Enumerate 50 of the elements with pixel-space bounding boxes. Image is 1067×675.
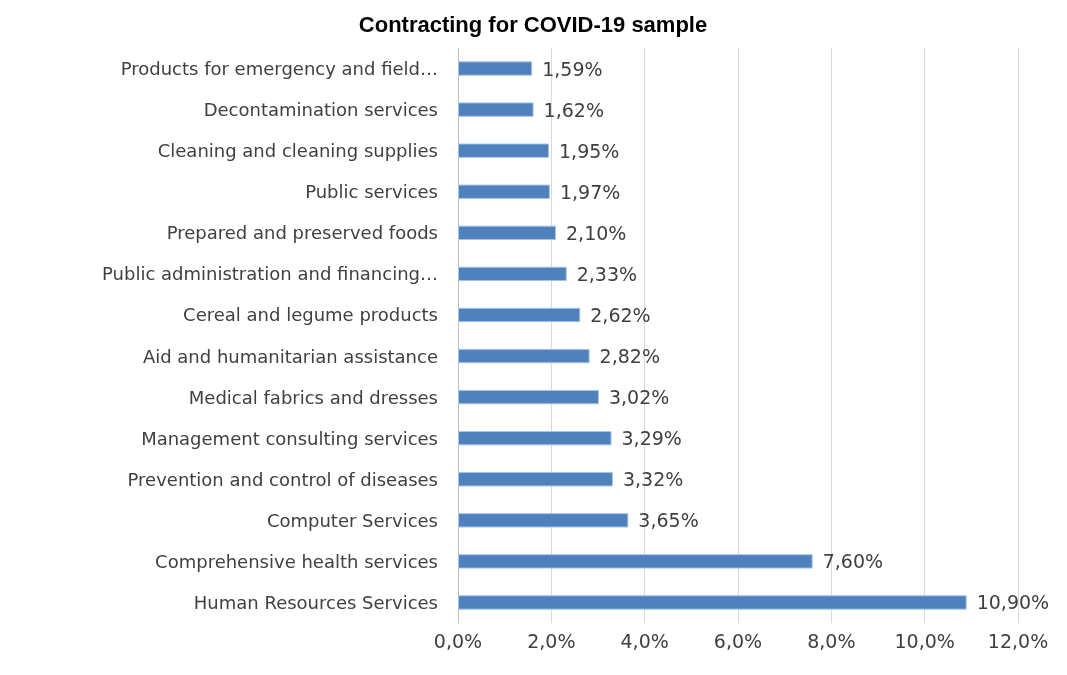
data-label: 2,33% bbox=[576, 262, 638, 285]
y-tick-label: Cereal and legume products bbox=[183, 304, 438, 326]
bar bbox=[458, 307, 581, 323]
data-label: 3,02% bbox=[608, 386, 670, 409]
bar bbox=[458, 102, 534, 117]
chart-title: Contracting for COVID-19 sample bbox=[358, 11, 708, 37]
x-tick-label: 4,0% bbox=[620, 629, 669, 652]
bar bbox=[458, 143, 549, 158]
x-tick-label: 0,0% bbox=[433, 629, 483, 652]
data-label: 1,62% bbox=[543, 98, 604, 121]
bar bbox=[458, 348, 590, 364]
data-label: 3,32% bbox=[622, 468, 684, 491]
data-label: 7,60% bbox=[822, 550, 884, 573]
bar bbox=[458, 513, 629, 528]
data-label: 3,29% bbox=[621, 427, 682, 450]
y-tick-label: Computer Services bbox=[266, 509, 438, 531]
bar bbox=[458, 389, 599, 405]
data-label: 1,95% bbox=[559, 139, 620, 162]
y-tick-label: Decontamination services bbox=[203, 99, 438, 121]
y-tick-label: Aid and humanitarian assistance bbox=[142, 345, 438, 367]
data-label: 1,97% bbox=[559, 180, 621, 203]
x-tick-label: 2,0% bbox=[527, 629, 576, 652]
data-label: 3,65% bbox=[638, 509, 699, 532]
x-tick-label: 10,0% bbox=[894, 629, 955, 652]
y-tick-label: Human Resources Services bbox=[193, 591, 438, 613]
bar bbox=[458, 554, 813, 569]
data-label: 10,90% bbox=[976, 591, 1050, 614]
y-tick-label: Management consulting services bbox=[141, 427, 438, 449]
data-label: 2,82% bbox=[599, 345, 660, 368]
bar bbox=[458, 472, 613, 487]
x-tick-label: 12,0% bbox=[987, 629, 1049, 652]
bar bbox=[458, 184, 550, 199]
data-label: 2,10% bbox=[566, 221, 627, 244]
data-label: 1,59% bbox=[542, 57, 603, 80]
bar bbox=[458, 61, 533, 76]
bar bbox=[458, 430, 612, 446]
y-tick-label: Public administration and financing… bbox=[102, 263, 438, 285]
y-tick-label: Comprehensive health services bbox=[155, 550, 438, 572]
y-tick-label: Cleaning and cleaning supplies bbox=[157, 140, 438, 162]
bar bbox=[458, 225, 556, 241]
y-tick-label: Products for emergency and field… bbox=[120, 58, 438, 80]
bar bbox=[458, 266, 567, 282]
y-tick-label: Prevention and control of diseases bbox=[127, 468, 438, 490]
x-tick-label: 6,0% bbox=[713, 629, 763, 652]
y-tick-label: Medical fabrics and dresses bbox=[188, 386, 438, 408]
x-tick-label: 8,0% bbox=[807, 629, 856, 652]
y-tick-label: Prepared and preserved foods bbox=[166, 222, 438, 244]
y-tick-label: Public services bbox=[305, 181, 438, 203]
bar bbox=[458, 595, 967, 610]
data-label: 2,62% bbox=[590, 303, 651, 326]
